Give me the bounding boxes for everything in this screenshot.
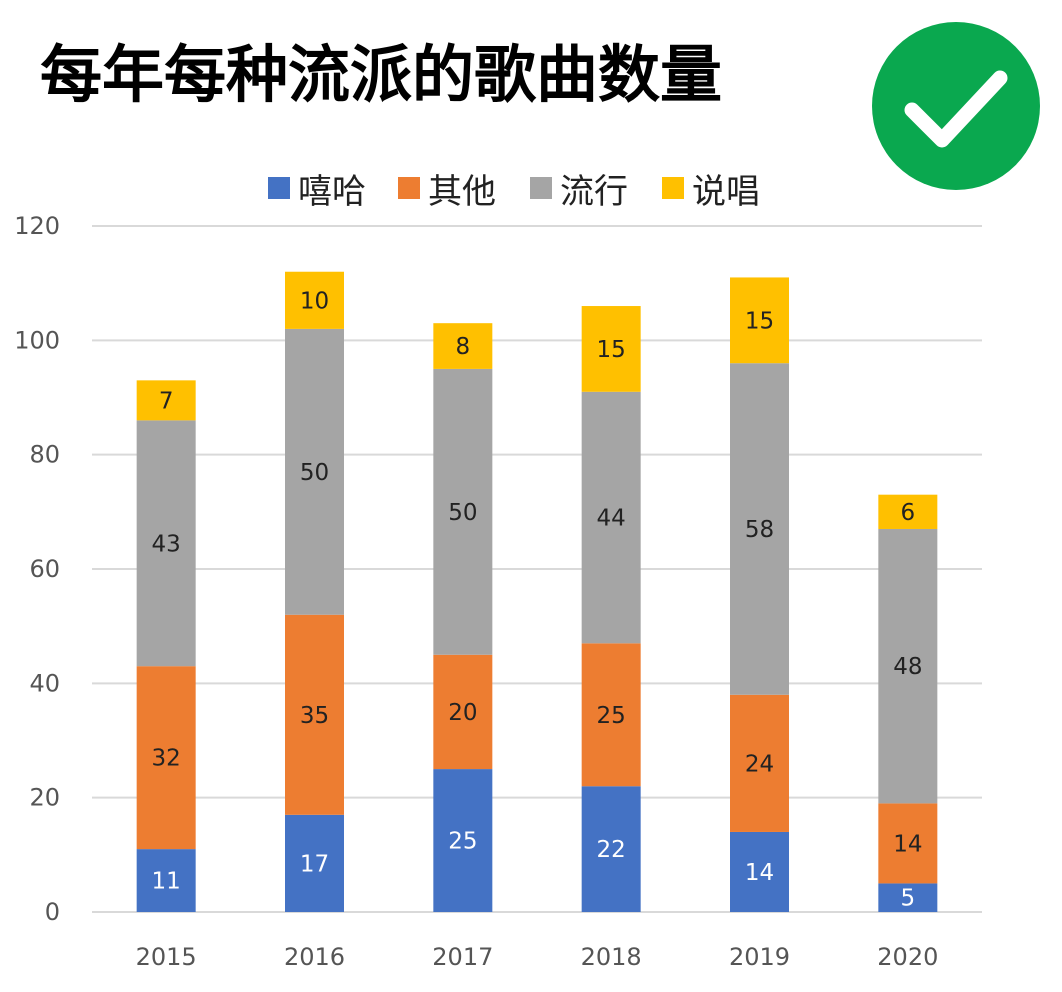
legend-item-other: 其他: [398, 160, 496, 216]
bar-segment: [581, 643, 641, 787]
legend-label-hiphop: 嘻哈: [298, 171, 366, 212]
bar-segment: [730, 363, 789, 695]
y-tick-label: 20: [29, 784, 60, 812]
bar-segment: [730, 831, 789, 912]
x-tick-label: 2017: [432, 943, 493, 971]
bar-segment: [285, 814, 344, 912]
bar-segment: [878, 528, 938, 804]
legend-label-other: 其他: [428, 171, 496, 212]
page-title: 每年每种流派的歌曲数量: [40, 38, 723, 111]
data-label: 50: [448, 500, 477, 526]
bar-segment: [433, 654, 493, 770]
data-label: 14: [893, 831, 922, 857]
y-tick-label: 60: [29, 555, 60, 583]
x-tick-label: 2015: [136, 943, 197, 971]
checkmark-badge: [872, 22, 1040, 190]
y-tick-label: 0: [45, 898, 60, 926]
data-label: 22: [597, 837, 626, 863]
data-label: 10: [300, 288, 329, 314]
data-label: 14: [745, 860, 774, 886]
bar-segment: [136, 849, 196, 912]
bar-segment: [285, 614, 344, 815]
bar-segment: [433, 368, 493, 655]
y-tick-label: 100: [14, 326, 60, 354]
bar-segment: [730, 277, 789, 364]
bar-segment: [878, 883, 938, 912]
data-label: 43: [152, 531, 181, 557]
legend-swatch-hiphop: [268, 177, 290, 199]
data-label: 8: [456, 334, 471, 360]
y-tick-label: 40: [29, 669, 60, 697]
chart-legend: 嘻哈 其他 流行 说唱: [0, 160, 1062, 216]
bar-segment: [136, 380, 196, 421]
checkmark-icon: [904, 70, 1008, 148]
legend-label-rap: 说唱: [692, 171, 760, 212]
data-label: 48: [893, 654, 922, 680]
x-tick-label: 2016: [284, 943, 345, 971]
data-label: 44: [597, 506, 626, 532]
legend-swatch-rap: [662, 177, 684, 199]
data-label: 5: [901, 886, 916, 912]
bar-segment: [285, 271, 344, 329]
bar-segment: [581, 391, 641, 644]
bar-segment: [433, 769, 493, 912]
y-tick-label: 80: [29, 441, 60, 469]
bar-segment: [136, 420, 196, 667]
data-label: 24: [745, 751, 774, 777]
bar-segment: [730, 694, 789, 832]
data-label: 15: [597, 337, 626, 363]
legend-swatch-pop: [530, 177, 552, 199]
data-label: 7: [159, 388, 174, 414]
bar-segment: [878, 803, 938, 884]
data-label: 50: [300, 460, 329, 486]
data-label: 25: [597, 703, 626, 729]
x-tick-label: 2018: [581, 943, 642, 971]
bar-segment: [433, 323, 493, 369]
y-tick-label: 120: [14, 212, 60, 240]
data-label: 15: [745, 308, 774, 334]
data-label: 32: [152, 746, 181, 772]
legend-item-rap: 说唱: [662, 160, 760, 216]
data-label: 35: [300, 703, 329, 729]
bar-segment: [285, 328, 344, 615]
data-label: 17: [300, 851, 329, 877]
data-label: 25: [448, 829, 477, 855]
bar-segment: [136, 666, 196, 850]
legend-swatch-other: [398, 177, 420, 199]
data-label: 11: [152, 869, 181, 895]
x-tick-label: 2020: [877, 943, 938, 971]
x-tick-label: 2019: [729, 943, 790, 971]
bar-segment: [581, 786, 641, 912]
bar-segment: [581, 306, 641, 392]
data-label: 20: [448, 700, 477, 726]
legend-label-pop: 流行: [560, 171, 628, 212]
legend-item-hiphop: 嘻哈: [268, 160, 366, 216]
bar-segment: [878, 494, 938, 529]
legend-item-pop: 流行: [530, 160, 628, 216]
data-label: 58: [745, 517, 774, 543]
data-label: 6: [901, 500, 916, 526]
